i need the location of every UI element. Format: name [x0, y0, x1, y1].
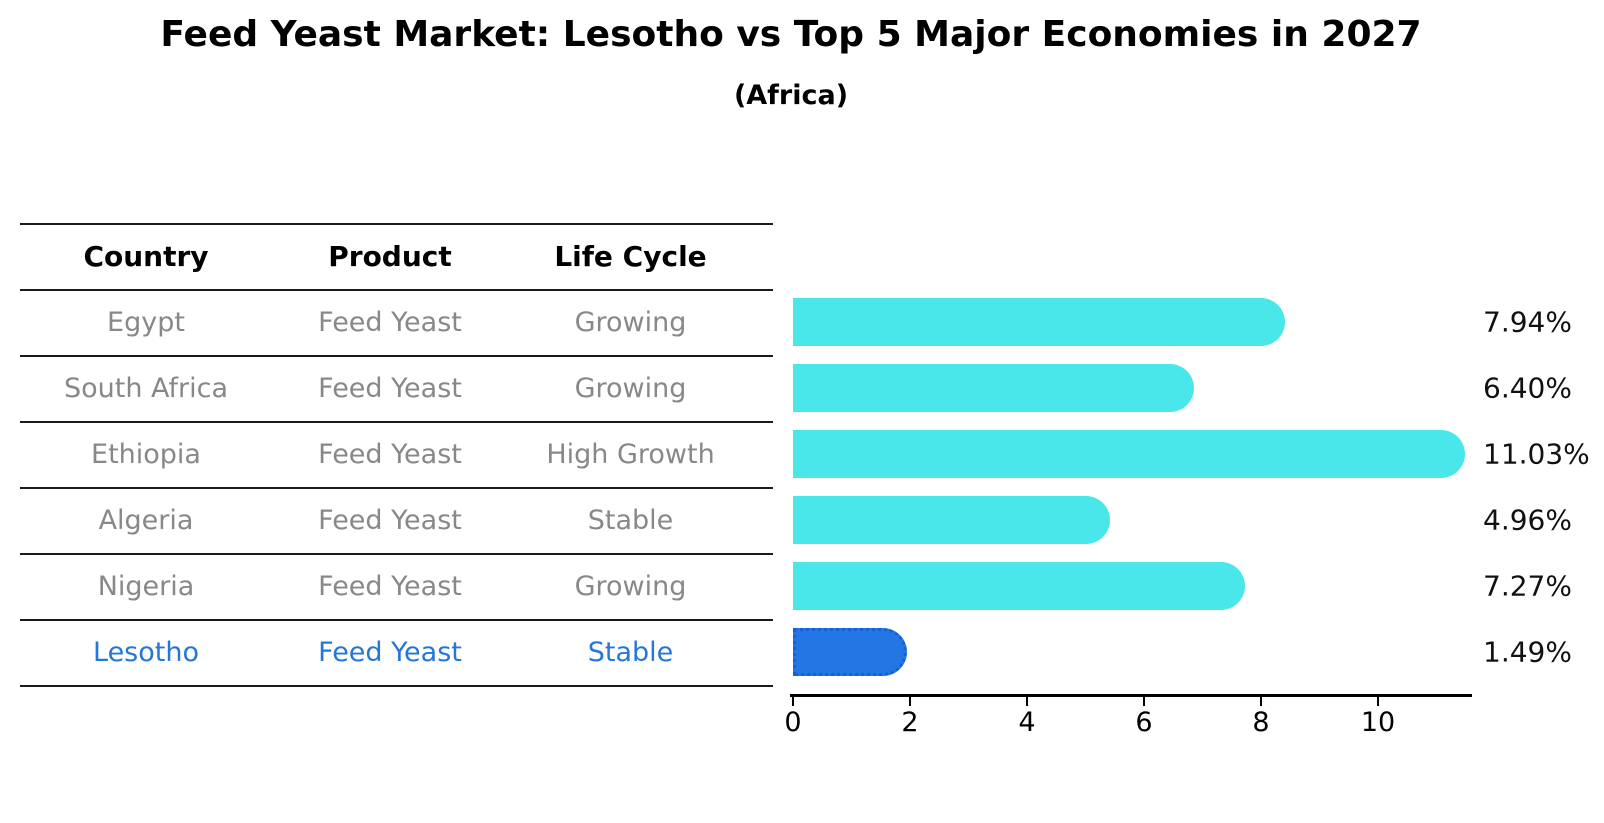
- x-tick-label: 8: [1252, 707, 1270, 738]
- table-rule: [20, 553, 773, 555]
- bar-south-africa: [793, 364, 1195, 412]
- cell-product: Feed Yeast: [318, 504, 462, 536]
- x-tick: [909, 697, 911, 706]
- bar-algeria: [793, 496, 1111, 544]
- table-rule: [20, 223, 773, 225]
- bar-value-label: 7.27%: [1483, 569, 1572, 603]
- cell-product: Feed Yeast: [318, 636, 462, 668]
- cell-life-cycle: Stable: [587, 636, 674, 668]
- x-tick: [792, 697, 794, 706]
- cell-country: Algeria: [98, 504, 194, 536]
- bar-row-nigeria: 7.27%: [793, 553, 1604, 619]
- x-axis-line: [790, 694, 1472, 697]
- cell-country: Lesotho: [93, 636, 199, 668]
- cell-life-cycle: Growing: [574, 372, 687, 404]
- cell-life-cycle: High Growth: [546, 438, 715, 470]
- bar-row-egypt: 7.94%: [793, 289, 1604, 355]
- column-header-country: Country: [83, 239, 209, 273]
- bar-nigeria: [793, 562, 1246, 610]
- column-header-product: Product: [328, 239, 452, 273]
- column-header-life-cycle: Life Cycle: [554, 239, 707, 273]
- x-tick-label: 4: [1018, 707, 1036, 738]
- cell-country: Nigeria: [97, 570, 195, 602]
- cell-product: Feed Yeast: [318, 438, 462, 470]
- x-tick-label: 6: [1135, 707, 1153, 738]
- table-row-ethiopia: Ethiopia Feed Yeast High Growth: [20, 421, 773, 487]
- cell-country: South Africa: [63, 372, 229, 404]
- bar-value-label: 4.96%: [1483, 503, 1572, 537]
- bar-value-label: 7.94%: [1483, 305, 1572, 339]
- table-header-row: Country Product Life Cycle: [20, 223, 773, 289]
- x-tick: [1026, 697, 1028, 706]
- table-rule: [20, 487, 773, 489]
- table-rule: [20, 619, 773, 621]
- bar-row-ethiopia: 11.03%: [793, 421, 1604, 487]
- cell-product: Feed Yeast: [318, 372, 462, 404]
- bar-value-label: 11.03%: [1483, 437, 1590, 471]
- bar-ethiopia: [793, 430, 1466, 478]
- bar-value-label: 1.49%: [1483, 635, 1572, 669]
- cell-life-cycle: Stable: [587, 504, 674, 536]
- x-tick-label: 0: [784, 707, 802, 738]
- bar-value-label: 6.40%: [1483, 371, 1572, 405]
- table-rule: [20, 355, 773, 357]
- x-tick: [1260, 697, 1262, 706]
- table-rule: [20, 289, 773, 291]
- cell-life-cycle: Growing: [574, 570, 687, 602]
- table-rule: [20, 421, 773, 423]
- cell-life-cycle: Growing: [574, 306, 687, 338]
- chart-title: Feed Yeast Market: Lesotho vs Top 5 Majo…: [160, 14, 1422, 55]
- table-rule: [20, 685, 773, 687]
- table-row-south-africa: South Africa Feed Yeast Growing: [20, 355, 773, 421]
- cell-product: Feed Yeast: [318, 570, 462, 602]
- bar-row-algeria: 4.96%: [793, 487, 1604, 553]
- table-row-algeria: Algeria Feed Yeast Stable: [20, 487, 773, 553]
- x-tick: [1377, 697, 1379, 706]
- cell-country: Egypt: [107, 306, 185, 338]
- bar-row-south-africa: 6.40%: [793, 355, 1604, 421]
- x-tick: [1143, 697, 1145, 706]
- cell-country: Ethiopia: [91, 438, 201, 470]
- x-tick-label: 10: [1360, 707, 1396, 738]
- bar-row-lesotho: 1.49%: [793, 619, 1604, 685]
- chart-subtitle: (Africa): [733, 80, 849, 111]
- cell-product: Feed Yeast: [318, 306, 462, 338]
- x-tick-label: 2: [901, 707, 919, 738]
- bar-lesotho-highlighted: [793, 628, 908, 676]
- table-row-egypt: Egypt Feed Yeast Growing: [20, 289, 773, 355]
- table-row-lesotho: Lesotho Feed Yeast Stable: [20, 619, 773, 685]
- bar-egypt: [793, 298, 1285, 346]
- table-row-nigeria: Nigeria Feed Yeast Growing: [20, 553, 773, 619]
